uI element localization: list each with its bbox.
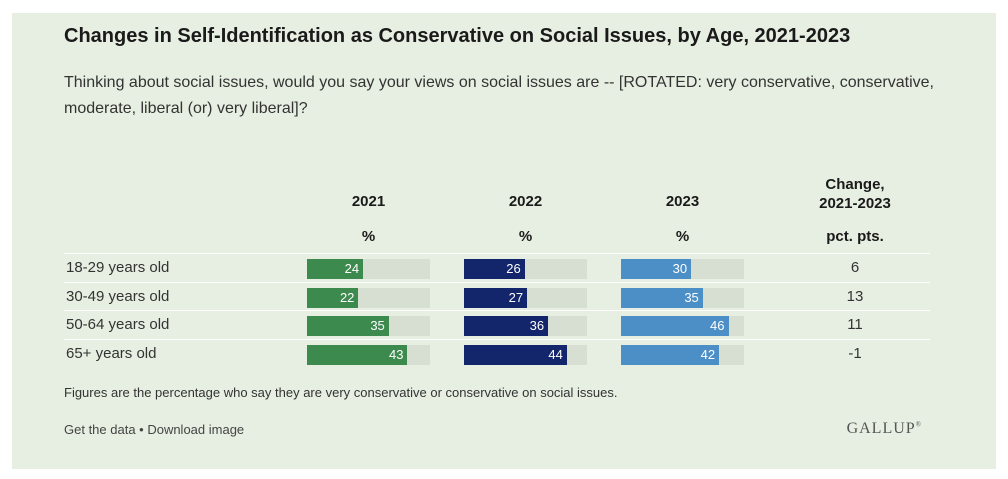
bar-value-label: 44 <box>548 346 563 362</box>
bar-2021: 24 <box>307 259 364 279</box>
row-label: 50-64 years old <box>66 316 170 333</box>
row-label: 65+ years old <box>66 344 157 362</box>
column-unit-change: pct. pts. <box>826 228 884 245</box>
change-value: 6 <box>850 259 860 276</box>
bar-value-label: 36 <box>529 318 545 333</box>
bar-value-label: 30 <box>672 261 688 276</box>
bar-track: 22 <box>307 287 430 308</box>
column-header-change: Change, 2021-2023 <box>819 176 891 212</box>
bar-track: 30 <box>621 259 744 279</box>
bar-track: 27 <box>464 287 587 308</box>
table-row: 50-64 years old 35 36 46 11 <box>64 310 930 339</box>
row-label: 30-49 years old <box>66 287 170 305</box>
change-value: 11 <box>847 316 863 333</box>
chart-title: Changes in Self-Identification as Conser… <box>64 25 851 47</box>
bar-value-label: 22 <box>339 289 355 305</box>
bar-value-label: 46 <box>710 318 725 333</box>
bar-track: 44 <box>464 344 587 365</box>
bar-2022: 27 <box>464 287 528 308</box>
bar-track: 35 <box>307 316 430 336</box>
bar-2023: 42 <box>621 344 720 365</box>
column-unit-2021: % <box>361 228 376 245</box>
bar-track: 24 <box>307 259 430 279</box>
bar-value-label: 35 <box>684 289 699 305</box>
bar-2021: 35 <box>307 316 389 336</box>
chart-note: Figures are the percentage who say they … <box>64 385 618 400</box>
bar-track: 46 <box>621 316 744 336</box>
table-row: 18-29 years old 24 26 30 6 <box>64 253 930 282</box>
column-header-2021: 2021 <box>351 193 386 210</box>
data-links[interactable]: Get the data • Download image <box>64 422 245 437</box>
bar-value-label: 42 <box>700 346 716 362</box>
bar-2023: 35 <box>621 287 703 308</box>
bar-track: 36 <box>464 316 587 336</box>
bar-2021: 43 <box>307 344 408 365</box>
bar-value-label: 35 <box>370 318 385 333</box>
bar-track: 35 <box>621 287 744 308</box>
bar-track: 42 <box>621 344 744 365</box>
chart-subtitle: Thinking about social issues, would you … <box>64 74 934 117</box>
chart-panel <box>12 13 996 469</box>
gallup-logo: GALLUP® <box>846 420 922 437</box>
bar-2023: 30 <box>621 259 692 279</box>
column-unit-2022: % <box>518 228 533 245</box>
bar-2023: 46 <box>621 316 729 336</box>
bar-2022: 44 <box>464 344 567 365</box>
table-row: 30-49 years old 22 27 35 13 <box>64 281 930 311</box>
bar-2021: 22 <box>307 287 359 308</box>
bar-2022: 36 <box>464 316 549 336</box>
bar-value-label: 26 <box>506 261 521 276</box>
bar-value-label: 43 <box>389 346 404 362</box>
column-header-2023: 2023 <box>665 193 700 210</box>
column-header-2022: 2022 <box>508 193 543 210</box>
change-value: -1 <box>848 344 862 362</box>
change-value: 13 <box>846 287 864 305</box>
bar-track: 43 <box>307 344 430 365</box>
bar-track: 26 <box>464 259 587 279</box>
bar-value-label: 27 <box>508 289 524 305</box>
column-unit-2023: % <box>675 228 690 245</box>
bar-value-label: 24 <box>344 261 360 276</box>
bar-2022: 26 <box>464 259 525 279</box>
row-label: 18-29 years old <box>66 259 170 276</box>
table-row: 65+ years old 43 44 42 -1 <box>64 338 930 368</box>
